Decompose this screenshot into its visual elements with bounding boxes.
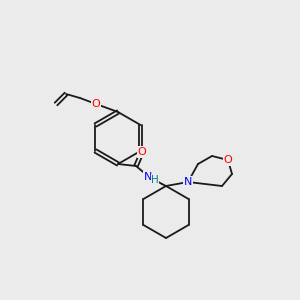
- Text: O: O: [92, 99, 100, 109]
- Text: N: N: [184, 177, 192, 187]
- Text: N: N: [144, 172, 152, 182]
- Text: O: O: [224, 155, 232, 165]
- Text: O: O: [138, 147, 146, 157]
- Text: H: H: [151, 175, 159, 185]
